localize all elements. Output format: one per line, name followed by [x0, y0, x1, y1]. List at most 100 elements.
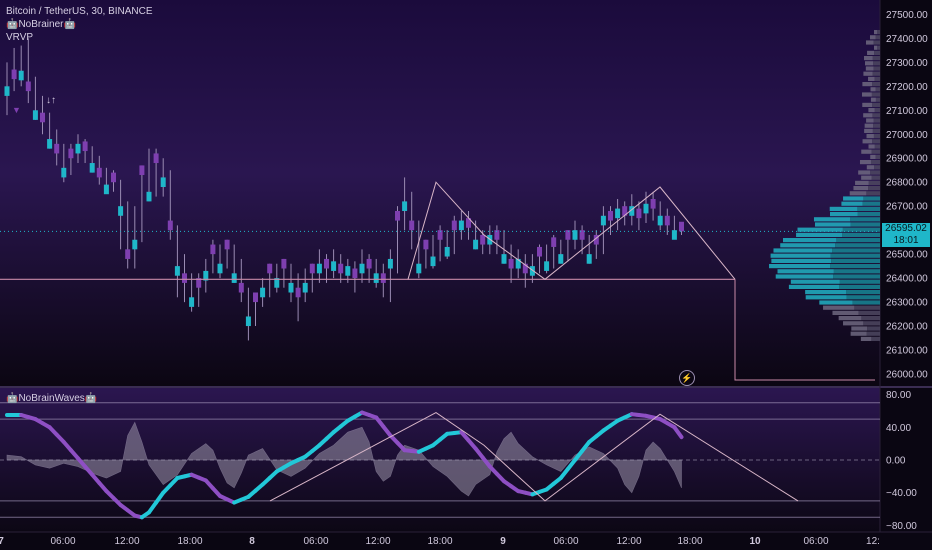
oscillator-histogram	[6, 421, 682, 497]
candle-body	[309, 263, 315, 274]
candle-body	[437, 230, 443, 240]
volume-profile-bar	[838, 316, 862, 321]
candle-body	[345, 266, 351, 276]
target-projection	[734, 279, 875, 381]
volume-profile-bar	[849, 191, 867, 196]
volume-profile-bar	[861, 149, 872, 154]
volume-profile-bar	[866, 191, 880, 196]
candle-body	[650, 198, 656, 209]
volume-profile-bar	[846, 295, 880, 300]
candle-body	[558, 254, 564, 264]
candle-body	[572, 230, 578, 240]
oscillator-tick-label: −40.00	[886, 488, 917, 499]
candle-body	[522, 263, 528, 274]
price-tick-label: 27300.00	[886, 58, 928, 69]
volume-profile-bar	[871, 149, 880, 154]
indicator-legend-vrvp[interactable]: VRVP	[6, 32, 34, 43]
volume-profile-bar	[862, 201, 880, 206]
bar-countdown: 18:01	[893, 235, 919, 246]
volume-profile-bar	[780, 243, 836, 248]
price-tick-label: 27500.00	[886, 10, 928, 21]
time-tick-label: 8	[249, 536, 255, 547]
volume-profile-bar	[859, 160, 871, 165]
last-price-value: 26595.02	[885, 223, 927, 234]
candle-body	[643, 203, 649, 214]
head-shoulders-pattern	[407, 181, 736, 280]
candle-body	[501, 254, 507, 264]
oscillator-tick-label: −80.00	[886, 521, 917, 532]
symbol-title[interactable]: Bitcoin / TetherUS, 30, BINANCE	[6, 6, 153, 17]
volume-profile-bar	[862, 102, 873, 107]
candle-body	[182, 273, 187, 283]
volume-profile-bar	[797, 227, 843, 232]
oscillator-axis[interactable]: 80.00 40.00 0.00 −40.00 −80.00	[886, 390, 917, 532]
candle-body	[373, 273, 379, 283]
indicator-legend-nobrainer[interactable]: 🤖NoBrainer🤖	[6, 19, 76, 30]
volume-profile-bar	[829, 212, 858, 217]
volume-profile-bar	[829, 206, 858, 211]
volume-profile-bar	[864, 128, 873, 133]
time-tick-label: 06:00	[803, 536, 828, 547]
price-tick-label: 27200.00	[886, 82, 928, 93]
candle-body	[515, 258, 521, 269]
candle-body	[146, 191, 152, 202]
volume-profile-bar	[832, 248, 880, 253]
candle-body	[451, 220, 457, 231]
price-axis[interactable]: 27500.00 27400.00 27300.00 27200.00 27100.00…	[886, 10, 928, 381]
volume-profile-bar	[861, 175, 872, 180]
volume-profile-bar	[870, 97, 876, 102]
time-tick-label: 18:00	[677, 536, 702, 547]
time-tick-label: 06:00	[303, 536, 328, 547]
candle-body	[132, 239, 138, 250]
candle-body	[54, 143, 60, 154]
lightning-icon[interactable]: ⚡	[679, 370, 695, 386]
volume-profile-bar	[874, 30, 878, 35]
candle-body	[11, 69, 17, 80]
volume-profile-bar	[866, 165, 875, 170]
oscillator-legend[interactable]: 🤖NoBrainWaves🤖	[6, 393, 98, 404]
candle-body	[551, 237, 557, 247]
volume-profile-bar	[864, 123, 874, 128]
volume-profile-bar	[836, 238, 880, 243]
price-tick-label: 26700.00	[886, 202, 928, 213]
candle-body	[366, 258, 372, 269]
volume-profile-bar	[875, 87, 880, 92]
time-tick-label: 18:00	[427, 536, 452, 547]
time-tick-label: 12:00	[616, 536, 641, 547]
candle-body	[231, 273, 237, 283]
volume-profile-bar	[842, 232, 880, 237]
volume-profile-bar	[875, 97, 880, 102]
volume-profile-bar	[805, 290, 847, 295]
volume-profile-bar	[863, 71, 873, 76]
candle-body	[423, 239, 429, 250]
candle-body	[288, 282, 294, 293]
candle-body	[82, 141, 88, 152]
volume-profile-bar	[830, 253, 880, 258]
volume-profile-bar	[857, 206, 880, 211]
volume-profile-bar	[870, 160, 880, 165]
volume-profile-bar	[870, 35, 876, 40]
volume-profile-bar	[846, 290, 880, 295]
volume-profile-bar	[872, 139, 880, 144]
time-axis[interactable]: 7 06:00 12:00 18:00 8 06:00 12:00 18:00 9 06:00 12…	[0, 536, 880, 547]
candle-body	[153, 153, 159, 164]
price-tick-label: 26900.00	[886, 154, 928, 165]
candle-body	[409, 220, 415, 231]
volume-profile-bar	[865, 61, 874, 66]
candle-body	[380, 273, 386, 283]
candle-body	[189, 297, 195, 307]
candle-body	[529, 266, 535, 276]
volume-profile-bar	[873, 40, 880, 45]
candle-body	[324, 258, 329, 269]
candle-body	[61, 167, 67, 178]
volume-profile-bar	[842, 227, 880, 232]
volume-profile-bar	[773, 248, 833, 253]
price-tick-label: 26800.00	[886, 178, 928, 189]
volume-profile-bar	[823, 305, 855, 310]
volume-profile-bar	[839, 284, 880, 289]
candle-body	[75, 143, 81, 154]
main-pane-background	[0, 0, 880, 386]
volume-profile-bar	[851, 326, 868, 331]
